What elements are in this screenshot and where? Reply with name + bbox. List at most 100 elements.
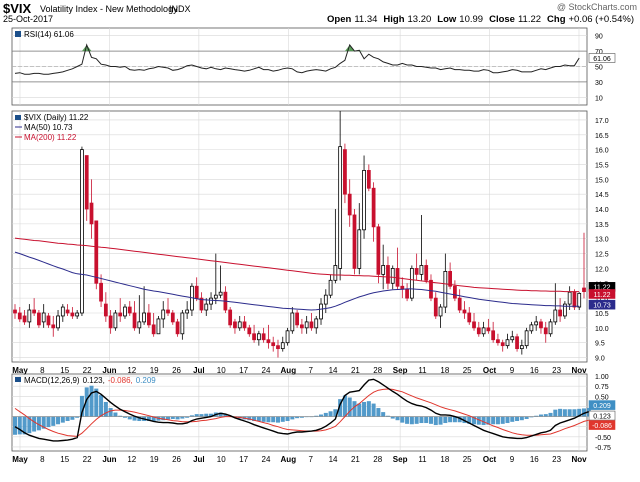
candle-body	[108, 315, 113, 329]
macd-histogram-bar	[161, 416, 166, 421]
macd-tick--0.75: -0.75	[595, 445, 611, 452]
macd-histogram-bar	[108, 408, 113, 417]
macd-histogram-bar	[17, 416, 22, 435]
candle-body	[70, 312, 75, 317]
macd-histogram-bar	[562, 409, 567, 417]
macd-histogram-bar	[137, 416, 142, 422]
rsi-tick-50: 50	[595, 65, 603, 72]
candle-body	[137, 321, 142, 329]
price-legend: $VIX (Daily) 11.22	[24, 113, 89, 122]
candle	[424, 259, 429, 284]
candle	[223, 286, 228, 313]
macd-value-badge	[588, 410, 616, 421]
macd-histogram-bar	[467, 416, 472, 424]
macd-histogram-bar	[462, 416, 467, 424]
x-tick-label: Oct	[483, 455, 497, 464]
candle	[462, 301, 467, 319]
candle	[80, 146, 84, 316]
candle-body	[75, 312, 80, 317]
candle	[127, 301, 132, 316]
x-tick-label: May	[12, 366, 28, 375]
candle-body	[448, 271, 452, 287]
candle-body	[529, 324, 534, 332]
candle	[524, 327, 529, 349]
candle-body	[534, 321, 539, 326]
macd-histogram-bar	[247, 416, 252, 421]
macd-histogram-bar	[295, 416, 300, 419]
candle-body	[147, 312, 151, 326]
candle-body	[46, 315, 51, 326]
macd-histogram-bar	[515, 416, 520, 422]
x-tick-label: 14	[329, 366, 338, 375]
candle-body	[166, 309, 170, 314]
macd-histogram-bar	[151, 416, 156, 422]
macd-histogram-bar	[558, 408, 563, 417]
price-tick-9: 9.0	[595, 356, 605, 363]
candle	[213, 253, 218, 305]
candle	[118, 298, 123, 322]
price-tick-12.5: 12.5	[595, 252, 609, 259]
macd-histogram-bar	[534, 415, 539, 417]
candle	[543, 321, 548, 343]
x-tick-label: Aug	[281, 455, 297, 464]
macd-histogram-bar	[395, 416, 400, 421]
candle	[453, 280, 457, 302]
macd-histogram-bar	[256, 416, 261, 422]
x-tick-label: 25	[463, 366, 472, 375]
macd-histogram-bar	[127, 416, 132, 420]
ma200-value-label-badge	[588, 289, 616, 299]
macd-histogram-bar	[285, 416, 290, 422]
candle	[180, 310, 185, 340]
macd-histogram-bar	[342, 395, 347, 417]
candle	[467, 307, 472, 325]
macd-histogram-bar	[567, 409, 572, 417]
macd-histogram-bar	[290, 416, 295, 420]
candle	[505, 333, 510, 349]
macd-histogram-bar	[84, 387, 89, 417]
candle-body	[209, 297, 213, 305]
candle-body	[65, 309, 70, 314]
candle	[366, 164, 371, 192]
ohlc-readout: Open 11.34 High 13.20 Low 10.99 Close 11.22 Chg +…	[327, 14, 634, 25]
macd-histogram-bar	[113, 412, 118, 417]
candle-body	[496, 339, 500, 344]
candle	[13, 304, 17, 319]
candle	[352, 209, 357, 275]
candle	[414, 253, 419, 281]
macd-histogram-bar	[146, 416, 151, 422]
candle	[343, 143, 347, 204]
x-tick-label: 24	[262, 366, 271, 375]
macd-histogram-bar	[314, 415, 319, 417]
candle	[290, 307, 295, 334]
macd-histogram-bar	[543, 414, 548, 417]
x-tick-label: Sep	[393, 455, 408, 464]
x-tick-label: May	[12, 455, 28, 464]
candle-body	[213, 294, 218, 299]
candle	[472, 312, 476, 331]
macd-legend-swatch	[15, 377, 21, 382]
macd-histogram-bar	[443, 416, 448, 424]
candle	[419, 214, 424, 281]
candle	[347, 179, 352, 227]
candle	[357, 203, 362, 275]
candle-body	[419, 265, 424, 275]
macd-histogram-bar	[366, 401, 371, 417]
candle-body	[118, 312, 123, 317]
x-tick-label: 8	[40, 366, 45, 375]
candle-body	[366, 170, 371, 189]
candle	[433, 292, 438, 319]
macd-histogram-bar	[103, 401, 108, 417]
macd-histogram-bar	[118, 415, 123, 417]
x-tick-label: 9	[510, 455, 515, 464]
x-tick-label: 10	[217, 366, 226, 375]
candle	[204, 298, 209, 316]
macd-histogram-bar	[419, 416, 424, 424]
candle-body	[228, 309, 233, 326]
price-tick-16: 16.0	[595, 148, 609, 155]
candle	[338, 111, 343, 281]
x-tick-label: 19	[150, 455, 159, 464]
candle	[147, 304, 151, 328]
candle-body	[304, 321, 309, 329]
macd-histogram-bar	[209, 413, 214, 417]
macd-histogram-bar	[448, 416, 453, 423]
